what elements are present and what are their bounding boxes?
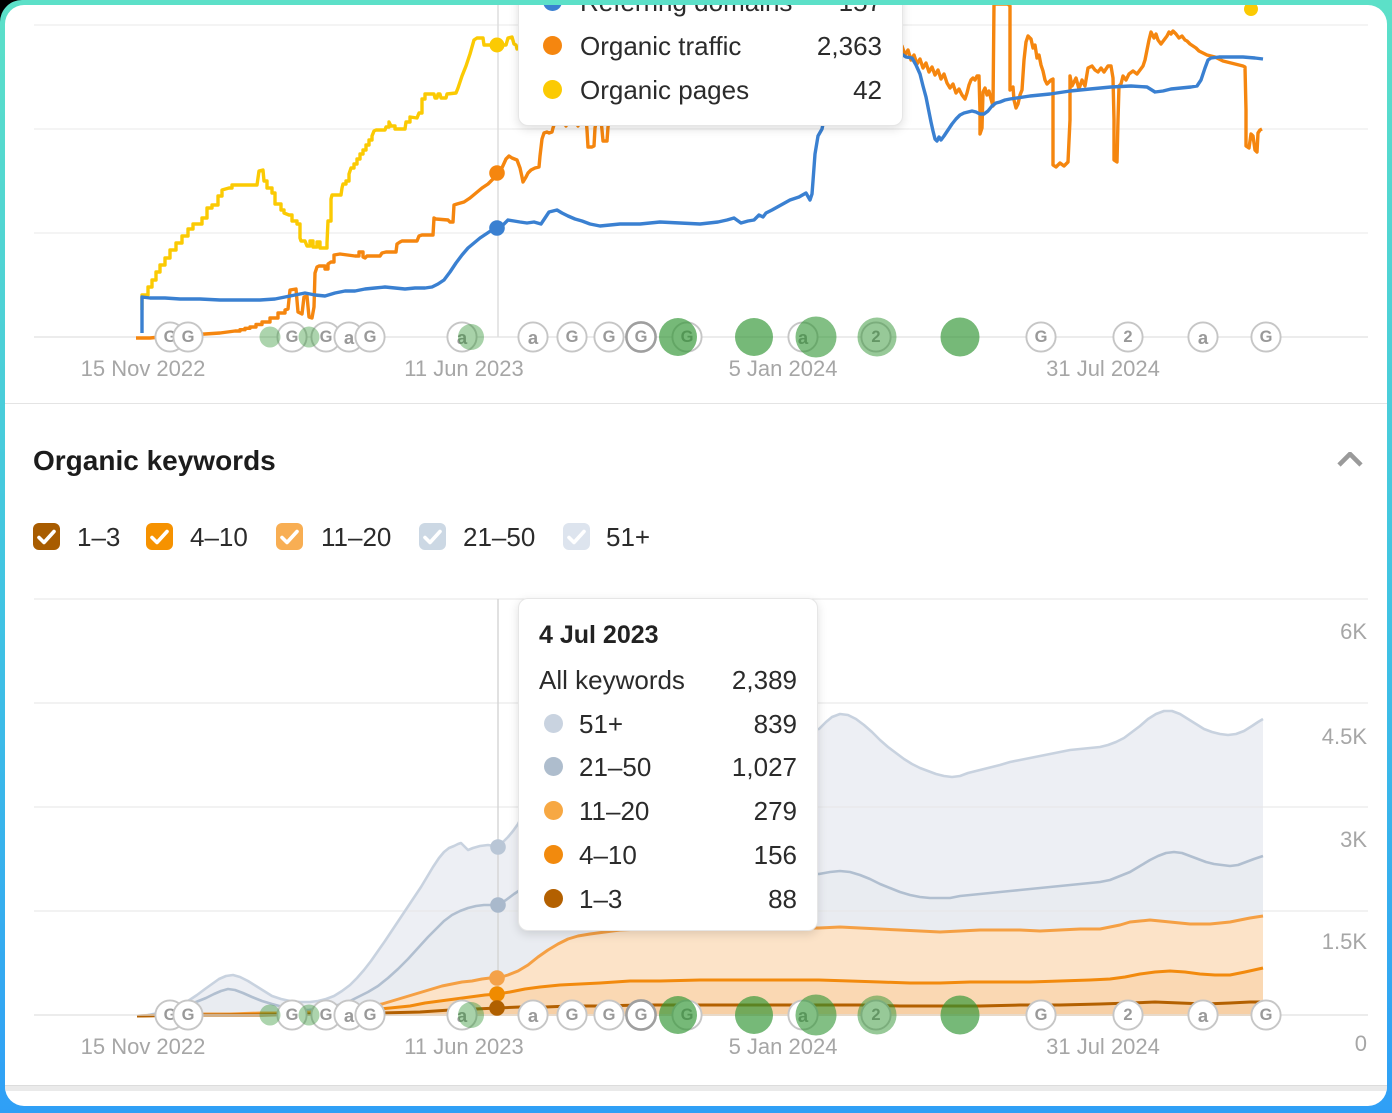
svg-text:G: G — [635, 328, 648, 346]
svg-text:G: G — [320, 1006, 333, 1024]
svg-text:G: G — [182, 1006, 195, 1024]
svg-text:a: a — [528, 327, 539, 348]
svg-text:a: a — [457, 1005, 468, 1026]
svg-text:G: G — [1260, 1006, 1273, 1024]
svg-text:G: G — [320, 328, 333, 346]
svg-text:G: G — [286, 328, 299, 346]
svg-text:a: a — [1198, 327, 1209, 348]
svg-text:G: G — [635, 1006, 648, 1024]
svg-text:G: G — [364, 1006, 377, 1024]
svg-text:G: G — [286, 1006, 299, 1024]
svg-text:a: a — [528, 1005, 539, 1026]
svg-text:a: a — [1198, 1005, 1209, 1026]
svg-text:G: G — [1260, 328, 1273, 346]
svg-text:G: G — [182, 328, 195, 346]
svg-text:G: G — [1035, 328, 1048, 346]
svg-text:G: G — [603, 1006, 616, 1024]
svg-text:a: a — [457, 327, 468, 348]
svg-text:2: 2 — [1123, 328, 1132, 346]
svg-text:G: G — [603, 328, 616, 346]
svg-text:G: G — [364, 328, 377, 346]
svg-text:G: G — [566, 1006, 579, 1024]
svg-text:G: G — [566, 328, 579, 346]
svg-text:a: a — [344, 327, 355, 348]
svg-text:G: G — [1035, 1006, 1048, 1024]
svg-text:2: 2 — [1123, 1006, 1132, 1024]
svg-text:a: a — [344, 1005, 355, 1026]
